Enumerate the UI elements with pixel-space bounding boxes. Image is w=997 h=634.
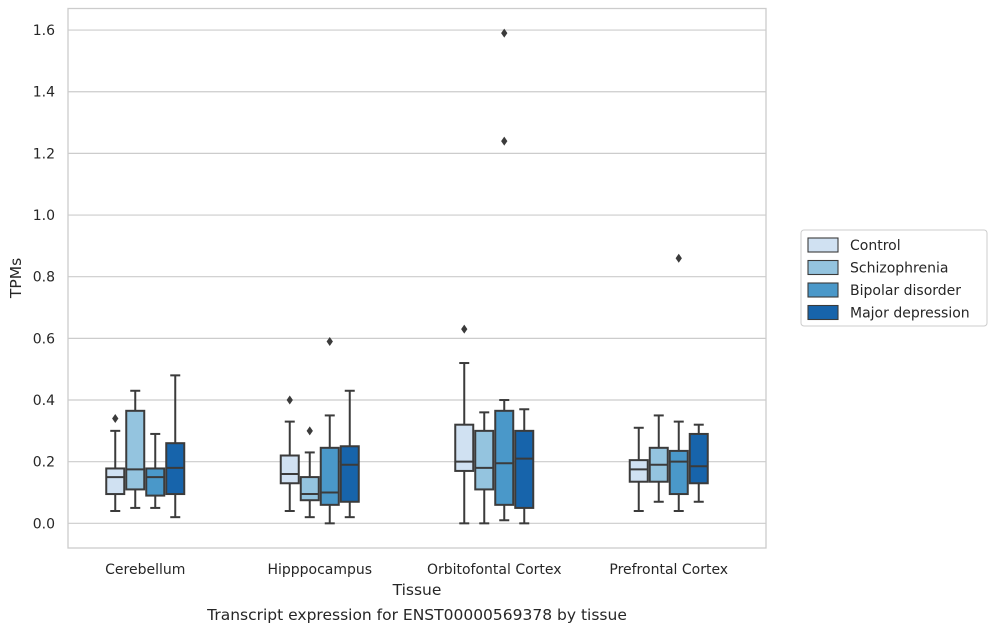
box-iqr <box>145 467 166 497</box>
outlier-point <box>501 136 508 146</box>
legend-swatch <box>807 282 839 298</box>
y-tick-label: 0.2 <box>33 455 55 471</box>
legend-label: Major depression <box>850 306 970 322</box>
outlier-point <box>326 336 333 346</box>
y-tick-label: 1.4 <box>33 85 55 101</box>
box-bipolar-disorder <box>319 336 340 525</box>
y-tick-label: 1.0 <box>33 208 55 224</box>
box-schizophrenia <box>125 389 146 509</box>
box-iqr <box>628 459 649 483</box>
legend: Control Schizophrenia Bipolar disorder Majo… <box>800 229 988 327</box>
box-iqr <box>474 429 495 491</box>
x-tick-label: Prefrontal Cortex <box>609 562 728 578</box>
box-schizophrenia <box>474 411 495 525</box>
outlier-point <box>286 395 293 405</box>
box-iqr <box>125 409 146 491</box>
box-iqr <box>299 476 320 502</box>
box-schizophrenia <box>648 414 669 503</box>
box-iqr <box>339 445 360 503</box>
box-iqr <box>688 432 709 485</box>
x-tick-label: Cerebellum <box>105 562 185 578</box>
y-tick-label: 1.6 <box>33 23 55 39</box>
box-schizophrenia <box>299 426 320 519</box>
box-major-depression <box>514 408 535 525</box>
y-axis-label: TPMs <box>7 258 25 299</box>
box-major-depression <box>165 374 186 519</box>
outlier-point <box>675 253 682 263</box>
box-iqr <box>494 409 515 506</box>
box-iqr <box>668 449 689 496</box>
y-tick-label: 0.0 <box>33 516 55 532</box>
y-tick-label: 0.4 <box>33 393 55 409</box>
box-major-depression <box>339 389 360 519</box>
box-iqr <box>279 454 300 485</box>
y-tick-label: 0.8 <box>33 270 55 286</box>
legend-swatch <box>807 304 839 321</box>
x-axis-label: Tissue <box>392 581 442 599</box>
outlier-point <box>501 28 508 38</box>
box-bipolar-disorder <box>668 253 689 513</box>
box-bipolar-disorder <box>494 28 515 522</box>
box-control <box>279 395 300 513</box>
legend-swatch <box>807 259 839 276</box>
box-iqr <box>105 467 126 496</box>
outlier-point <box>112 414 119 424</box>
box-control <box>628 426 649 513</box>
outlier-point <box>461 324 468 334</box>
legend-label: Control <box>850 238 901 254</box>
plot-frame <box>67 7 767 549</box>
box-iqr <box>454 423 475 472</box>
y-tick-label: 1.2 <box>33 146 55 162</box>
x-tick-label: Orbitofontal Cortex <box>427 562 562 578</box>
y-tick-labels: 0.0 0.2 0.4 0.6 0.8 1.0 1.2 1.4 1.6 <box>33 23 55 532</box>
box-iqr <box>514 429 535 509</box>
box-bipolar-disorder <box>145 432 166 509</box>
legend-frame <box>800 229 988 327</box>
y-tick-label: 0.6 <box>33 331 55 347</box>
box-major-depression <box>688 423 709 503</box>
x-tick-label: Hipppocampus <box>267 562 372 578</box>
legend-swatch <box>807 237 839 253</box>
chart-caption: Transcript expression for ENST0000056937… <box>207 606 627 624</box>
legend-label: Bipolar disorder <box>850 283 961 299</box>
legend-label: Schizophrenia <box>850 261 948 277</box>
box-iqr <box>319 446 340 506</box>
box-control <box>454 324 475 525</box>
outlier-point <box>306 426 313 436</box>
boxes <box>105 28 709 525</box>
x-tick-labels: Cerebellum Hipppocampus Orbitofontal Corte… <box>105 562 728 578</box>
box-control <box>105 414 126 513</box>
